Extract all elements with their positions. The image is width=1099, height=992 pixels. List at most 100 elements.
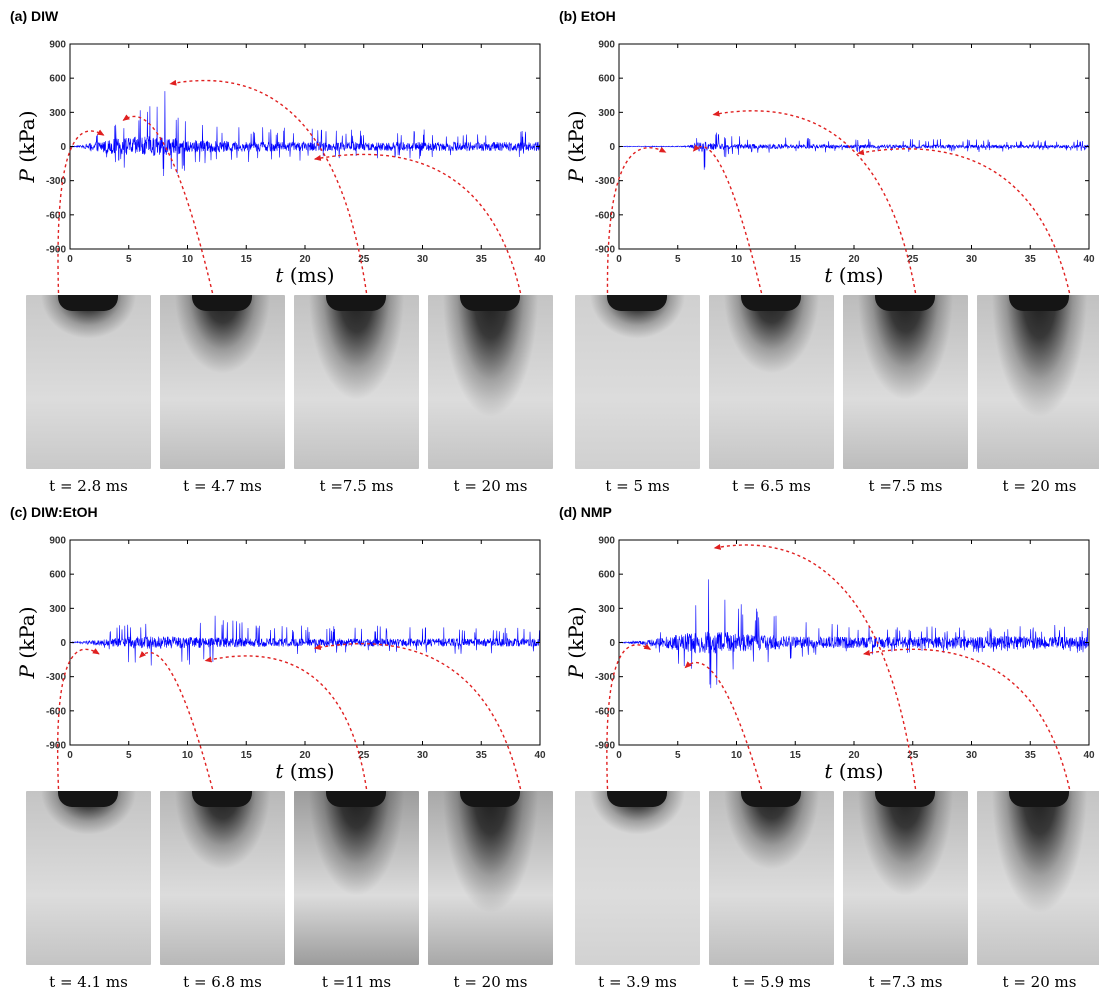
y-tick-label: 300: [49, 108, 66, 119]
x-tick-label: 25: [358, 254, 370, 265]
y-tick-label: -900: [595, 741, 615, 752]
snapshot-time-label: t =11 ms: [321, 973, 392, 991]
pressure-chart: 0 5 10 15 20 25 30 35 40 900 600 300 0 -300 -600 -900 t …: [564, 536, 1095, 790]
snapshot-time-label: t = 5.9 ms: [732, 973, 811, 991]
high-speed-snapshot-image: [709, 295, 834, 469]
x-tick-label: 25: [358, 750, 370, 761]
y-axis-label: P (kPa): [564, 606, 588, 679]
nozzle-shape: [1009, 791, 1069, 807]
y-axis-label: P (kPa): [564, 110, 588, 183]
x-tick-label: 0: [616, 750, 622, 761]
x-tick-label: 5: [126, 254, 132, 265]
snapshot-arrow: [713, 543, 917, 790]
snapshot-time-label: t = 6.5 ms: [732, 477, 811, 495]
nozzle-shape: [741, 295, 801, 311]
y-tick-label: -600: [595, 706, 615, 717]
snapshot-time-label: t = 20 ms: [1002, 477, 1077, 495]
x-tick-label: 15: [790, 254, 802, 265]
snapshot-time-label: t = 5 ms: [605, 477, 670, 495]
y-tick-label: 0: [60, 638, 66, 649]
x-tick-label: 20: [299, 254, 311, 265]
y-tick-label: 0: [609, 142, 615, 153]
panel-title: (a) DIW: [10, 8, 59, 24]
snapshot-time-label: t =7.5 ms: [319, 477, 394, 495]
y-tick-label: 900: [598, 40, 615, 51]
nozzle-shape: [326, 295, 386, 311]
y-tick-label: -600: [46, 706, 66, 717]
high-speed-snapshot-image: [160, 791, 285, 965]
snapshot-arrow: [606, 643, 652, 790]
y-tick-label: 300: [598, 108, 615, 119]
snapshot-arrow: [606, 146, 667, 294]
y-tick-label: 600: [598, 570, 615, 581]
x-tick-label: 30: [966, 254, 978, 265]
x-tick-label: 0: [67, 750, 73, 761]
high-speed-snapshot-image: [575, 791, 700, 965]
snapshot-arrow: [313, 643, 522, 790]
x-tick-label: 5: [126, 750, 132, 761]
panel-c: (c) DIW:EtOH 0 5 10 15 20 25 30 35 40 900 600 300 0-…: [0, 496, 553, 992]
y-tick-label: -900: [595, 245, 615, 256]
high-speed-snapshot-image: [977, 295, 1099, 469]
nozzle-shape: [741, 791, 801, 807]
x-tick-label: 20: [848, 750, 860, 761]
snapshot-arrow: [313, 153, 522, 294]
x-tick-label: 30: [417, 750, 429, 761]
high-speed-snapshot-image: [709, 791, 834, 965]
panel-title: (d) NMP: [559, 504, 612, 520]
x-tick-label: 35: [1025, 750, 1037, 761]
x-axis-label: t (ms): [275, 263, 334, 287]
high-speed-snapshot-image: [428, 295, 553, 469]
nozzle-shape: [58, 295, 118, 311]
x-tick-label: 35: [1025, 254, 1037, 265]
y-tick-label: -900: [46, 741, 66, 752]
x-tick-label: 15: [241, 750, 253, 761]
x-tick-label: 30: [966, 750, 978, 761]
y-tick-label: -300: [595, 176, 615, 187]
snapshot-time-label: t = 3.9 ms: [598, 973, 677, 991]
x-tick-label: 10: [731, 750, 743, 761]
y-tick-label: 300: [598, 604, 615, 615]
pressure-signal-line: [69, 615, 541, 666]
snapshot-arrow: [684, 661, 763, 790]
pressure-chart: 0 5 10 15 20 25 30 35 40 900 600 300 0 -300 -600 -900 t …: [564, 40, 1095, 294]
y-axis-label: P (kPa): [15, 606, 39, 679]
y-tick-label: 300: [49, 604, 66, 615]
pressure-chart: 0 5 10 15 20 25 30 35 40 900 600 300 0 -300 -600 -900 t …: [15, 536, 546, 790]
snapshot-arrow: [56, 648, 100, 790]
y-tick-label: -600: [595, 210, 615, 221]
x-tick-label: 5: [675, 254, 681, 265]
nozzle-shape: [192, 791, 252, 807]
x-tick-label: 40: [1083, 254, 1095, 265]
nozzle-shape: [607, 295, 667, 311]
y-tick-label: 0: [609, 638, 615, 649]
x-tick-label: 15: [241, 254, 253, 265]
panel-title: (b) EtOH: [559, 8, 616, 24]
y-tick-label: -300: [46, 176, 66, 187]
nozzle-shape: [192, 295, 252, 311]
x-axis-label: t (ms): [824, 263, 883, 287]
high-speed-snapshot-image: [294, 791, 419, 965]
x-tick-label: 30: [417, 254, 429, 265]
snapshot-arrow: [169, 79, 368, 294]
high-speed-snapshot-image: [294, 295, 419, 469]
y-tick-label: 900: [598, 536, 615, 547]
x-tick-label: 25: [907, 254, 919, 265]
snapshot-time-label: t = 6.8 ms: [183, 973, 262, 991]
nozzle-shape: [607, 791, 667, 807]
y-tick-label: 600: [49, 570, 66, 581]
snapshot-arrow: [862, 648, 1071, 790]
snapshot-time-label: t =7.5 ms: [868, 477, 943, 495]
snapshot-time-label: t = 20 ms: [453, 477, 528, 495]
y-tick-label: -600: [46, 210, 66, 221]
x-tick-label: 10: [731, 254, 743, 265]
pressure-signal-line: [618, 579, 1090, 689]
high-speed-snapshot-image: [160, 295, 285, 469]
y-tick-label: -300: [595, 672, 615, 683]
nozzle-shape: [460, 295, 520, 311]
y-axis-label: P (kPa): [15, 110, 39, 183]
x-tick-label: 5: [675, 750, 681, 761]
panel-b: (b) EtOH 0 5 10 15 20 25 30 35 40 900 600 300 0 -300 -…: [549, 0, 1099, 496]
panel-d: (d) NMP 0 5 10 15 20 25 30 35 40 900 600 300 0 -300 -6…: [549, 496, 1099, 992]
high-speed-snapshot-image: [26, 295, 151, 469]
